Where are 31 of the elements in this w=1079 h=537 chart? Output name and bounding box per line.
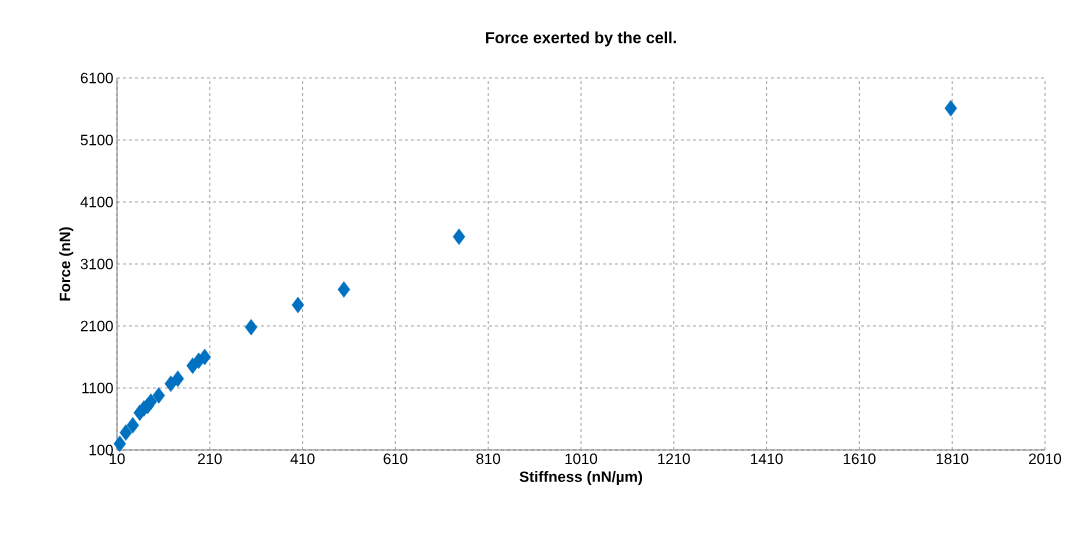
y-tick-label: 4100: [80, 196, 113, 208]
y-tick-label: 1100: [82, 382, 113, 394]
point: [144, 393, 158, 410]
point: [171, 370, 184, 387]
x-tick-label: 210: [198, 453, 222, 465]
point: [244, 319, 258, 336]
x-tick-label: 1210: [658, 453, 690, 465]
x-tick-label: 1010: [565, 453, 598, 465]
point: [198, 348, 211, 366]
point: [291, 296, 305, 314]
point: [126, 416, 139, 434]
y-tick-label: 3100: [80, 258, 113, 270]
x-tick-label: 610: [383, 453, 408, 465]
chart-title: Force exerted by the cell.: [486, 31, 676, 47]
y-tick-label: 6100: [80, 72, 113, 84]
point: [152, 387, 165, 404]
point: [944, 100, 958, 117]
point: [113, 435, 126, 452]
x-tick-label: 1810: [936, 453, 969, 465]
x-tick-label: 410: [290, 453, 315, 465]
x-tick-label: 810: [476, 453, 501, 465]
x-tick-label: 1410: [751, 453, 783, 465]
y-tick-label: 5100: [80, 134, 113, 146]
y-axis-title: Force (nN): [59, 227, 74, 301]
point: [119, 424, 133, 441]
x-axis-title: Stiffness (nN/µm): [519, 471, 643, 485]
point: [452, 228, 466, 245]
x-tick-label: 2010: [1029, 453, 1062, 465]
point: [337, 281, 351, 298]
x-tick-label: 1610: [843, 453, 876, 465]
y-tick-label: 2100: [80, 320, 113, 332]
